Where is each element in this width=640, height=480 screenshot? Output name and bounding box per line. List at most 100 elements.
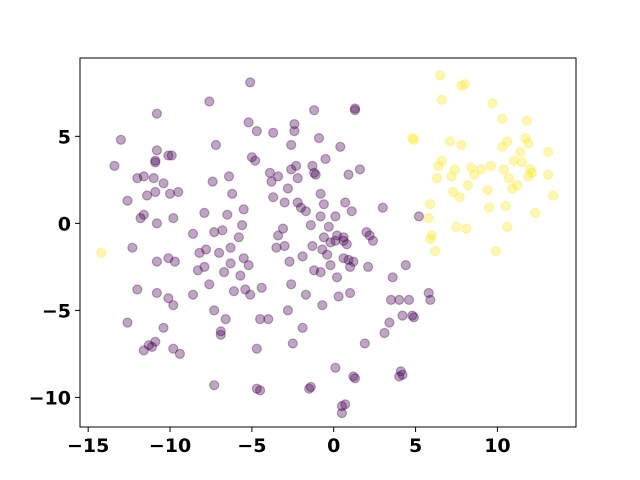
data-point bbox=[436, 155, 447, 166]
data-point bbox=[330, 211, 341, 222]
data-point bbox=[168, 300, 179, 311]
data-point bbox=[279, 240, 290, 252]
data-point bbox=[277, 223, 289, 234]
data-point bbox=[263, 314, 274, 325]
data-point bbox=[223, 171, 235, 182]
data-point bbox=[348, 256, 359, 267]
data-point bbox=[204, 279, 215, 290]
data-point bbox=[300, 289, 311, 300]
data-point bbox=[343, 169, 354, 180]
data-point bbox=[204, 96, 215, 107]
data-points bbox=[96, 70, 559, 419]
data-point bbox=[268, 127, 279, 138]
data-point bbox=[330, 362, 341, 373]
data-point bbox=[413, 211, 424, 222]
data-point bbox=[289, 126, 300, 137]
data-point bbox=[394, 294, 405, 305]
data-point bbox=[341, 239, 352, 250]
data-point bbox=[122, 195, 133, 206]
data-point bbox=[138, 209, 149, 220]
data-point bbox=[151, 108, 162, 119]
data-point bbox=[511, 180, 523, 191]
data-point bbox=[449, 164, 460, 175]
data-point bbox=[207, 176, 218, 187]
data-point bbox=[484, 202, 495, 213]
data-point bbox=[251, 126, 262, 137]
data-point bbox=[243, 260, 254, 271]
data-point bbox=[379, 327, 390, 339]
data-point bbox=[245, 77, 256, 88]
plot-area bbox=[80, 58, 576, 427]
data-point bbox=[490, 246, 501, 257]
data-point bbox=[354, 164, 365, 175]
data-point bbox=[446, 171, 457, 182]
data-point bbox=[320, 153, 331, 165]
data-point bbox=[168, 213, 179, 224]
data-point bbox=[317, 244, 328, 255]
data-point bbox=[503, 173, 514, 184]
y-tick-label: 5 bbox=[58, 126, 71, 148]
data-point bbox=[317, 300, 328, 311]
data-point bbox=[454, 192, 465, 203]
data-point bbox=[525, 164, 536, 175]
data-point bbox=[521, 115, 533, 126]
data-point bbox=[115, 134, 127, 145]
data-point bbox=[397, 310, 408, 321]
data-point bbox=[122, 317, 133, 328]
data-point bbox=[456, 80, 467, 91]
data-point bbox=[520, 133, 531, 144]
data-point bbox=[150, 186, 161, 198]
y-tick-label: −10 bbox=[29, 387, 71, 409]
data-point bbox=[228, 286, 239, 297]
data-point bbox=[268, 192, 279, 203]
data-point bbox=[209, 227, 220, 238]
data-point bbox=[151, 145, 162, 156]
data-point bbox=[456, 139, 467, 151]
data-point bbox=[364, 230, 375, 241]
data-point bbox=[233, 232, 244, 243]
data-point bbox=[367, 235, 379, 246]
data-point bbox=[345, 261, 356, 272]
data-point bbox=[194, 247, 205, 258]
data-point bbox=[292, 197, 303, 208]
data-point bbox=[238, 253, 249, 264]
data-point bbox=[307, 240, 318, 252]
data-point bbox=[282, 305, 293, 316]
data-point bbox=[158, 178, 169, 189]
data-point bbox=[143, 340, 154, 351]
data-point bbox=[309, 265, 320, 276]
data-point bbox=[173, 186, 184, 198]
data-point bbox=[300, 206, 311, 217]
data-point bbox=[498, 164, 510, 175]
x-tick-label: −5 bbox=[237, 435, 266, 457]
data-point bbox=[507, 183, 518, 194]
data-point bbox=[96, 247, 107, 258]
data-point bbox=[264, 167, 275, 178]
data-point bbox=[251, 383, 262, 394]
data-point bbox=[273, 230, 284, 241]
data-point bbox=[209, 305, 220, 316]
data-point bbox=[245, 289, 256, 300]
data-point bbox=[359, 338, 370, 349]
data-point bbox=[305, 220, 316, 231]
data-point bbox=[466, 162, 477, 173]
data-point bbox=[408, 134, 419, 145]
data-point bbox=[508, 155, 519, 166]
data-point bbox=[163, 150, 174, 161]
data-point bbox=[166, 150, 177, 161]
data-point bbox=[163, 293, 174, 304]
data-point bbox=[482, 185, 493, 196]
data-point bbox=[222, 209, 233, 220]
data-point bbox=[237, 220, 248, 231]
data-point bbox=[526, 167, 537, 178]
data-point bbox=[497, 113, 508, 125]
data-point bbox=[150, 155, 161, 166]
data-point bbox=[238, 204, 249, 215]
data-point bbox=[459, 78, 470, 90]
data-point bbox=[315, 267, 326, 278]
data-point bbox=[304, 383, 315, 394]
data-point bbox=[305, 381, 316, 393]
data-point bbox=[408, 312, 419, 323]
data-point bbox=[250, 155, 261, 166]
data-point bbox=[325, 237, 336, 248]
